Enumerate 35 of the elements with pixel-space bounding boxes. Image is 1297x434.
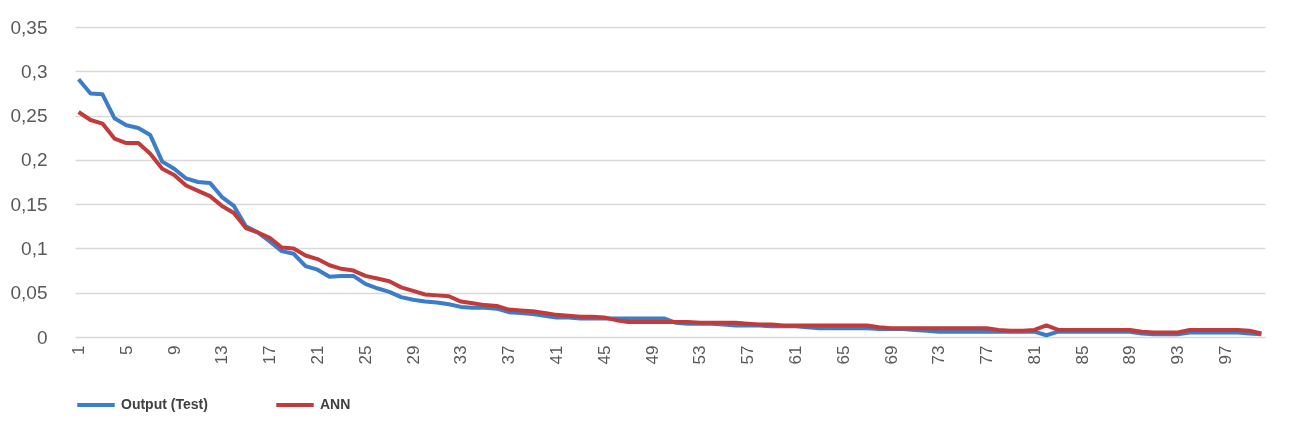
x-tick-label: 21 [308, 345, 328, 365]
x-tick-label: 37 [499, 345, 519, 365]
y-tick-label: 0,15 [10, 193, 48, 215]
x-tick-label: 5 [116, 345, 136, 355]
x-tick-label: 93 [1168, 345, 1188, 365]
x-tick-label: 69 [881, 345, 901, 365]
x-tick-label: 33 [451, 345, 471, 365]
y-tick-label: 0,25 [10, 105, 48, 127]
x-tick-label: 53 [690, 345, 710, 365]
x-tick-label: 77 [977, 345, 997, 365]
x-tick-label: 25 [355, 345, 375, 365]
x-tick-label: 65 [833, 345, 853, 365]
x-tick-label: 61 [785, 345, 805, 365]
y-tick-label: 0,35 [10, 16, 48, 38]
x-tick-label: 85 [1072, 345, 1092, 365]
y-tick-label: 0,2 [21, 149, 48, 171]
y-tick-label: 0 [36, 326, 48, 348]
x-tick-label: 73 [929, 345, 949, 365]
y-tick-label: 0,05 [10, 282, 48, 304]
x-tick-label: 45 [594, 345, 614, 365]
x-tick-label: 41 [547, 345, 566, 365]
x-tick-label: 1 [69, 345, 89, 355]
x-tick-label: 81 [1024, 345, 1044, 365]
x-tick-label: 29 [403, 345, 423, 365]
x-tick-label: 57 [738, 345, 758, 365]
legend-label: ANN [320, 396, 351, 412]
x-tick-label: 49 [642, 345, 662, 365]
y-tick-label: 0,3 [21, 60, 48, 82]
x-tick-label: 17 [260, 345, 280, 365]
legend-label: Output (Test) [121, 396, 208, 412]
y-tick-label: 0,1 [21, 237, 48, 259]
x-tick-label: 97 [1216, 345, 1236, 365]
x-tick-label: 9 [164, 345, 184, 355]
x-tick-label: 89 [1120, 345, 1140, 365]
x-tick-label: 13 [212, 345, 232, 365]
